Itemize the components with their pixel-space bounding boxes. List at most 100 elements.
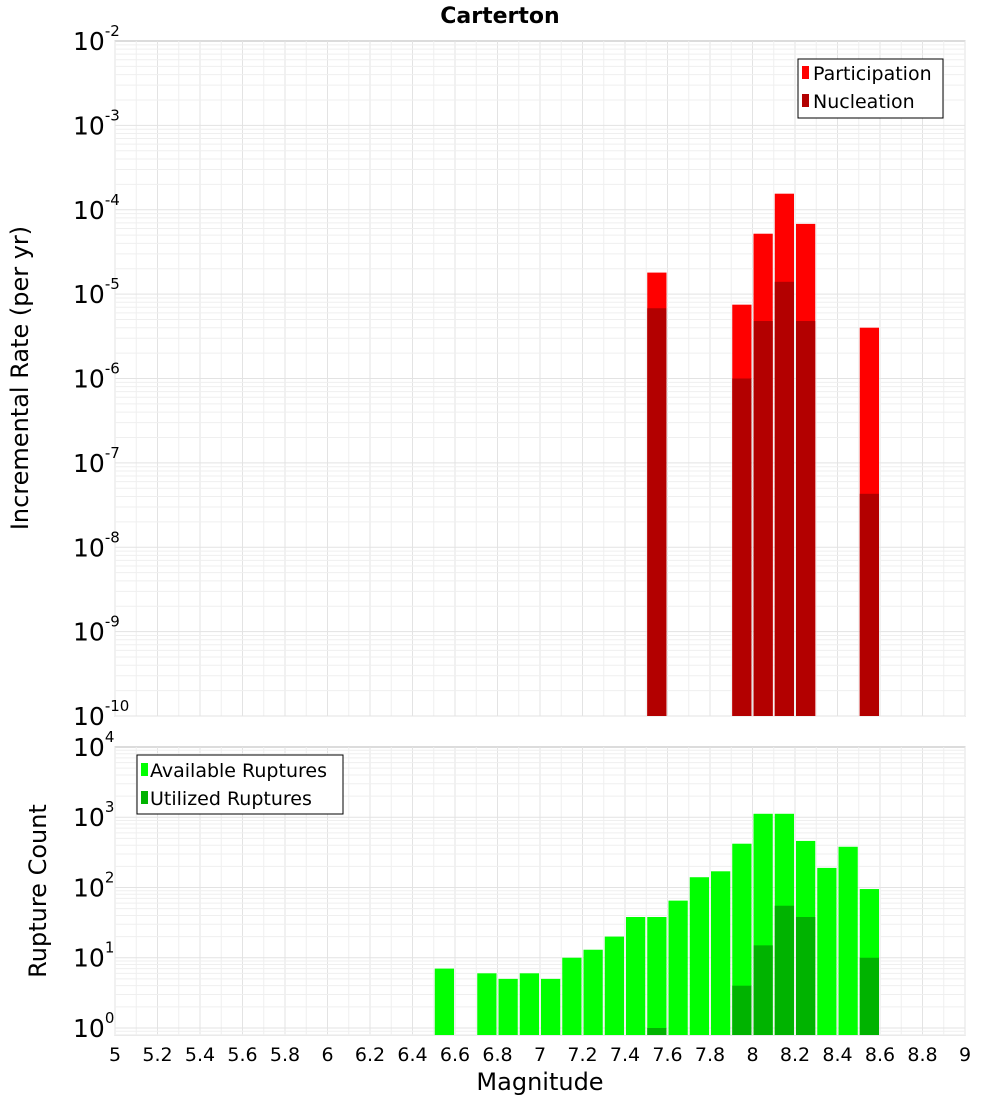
x-tick-label: 5.4 [185, 1044, 215, 1066]
top-y-tick-label: 10-6 [73, 360, 120, 394]
bottom-bar-series-2 [732, 985, 752, 1035]
bottom-y-tick-exponent: 0 [105, 1009, 115, 1027]
bottom-y-tick-exponent: 4 [105, 728, 115, 746]
x-tick-label: 5.6 [227, 1044, 257, 1066]
top-y-tick-label: 10-5 [73, 275, 120, 309]
bottom-y-tick-label: 103 [73, 798, 114, 832]
x-tick-label: 8.8 [907, 1044, 937, 1066]
bottom-bar-series-1 [604, 936, 624, 1035]
top-legend-box [797, 58, 944, 119]
legend-swatch-available [141, 763, 148, 776]
top-y-tick-exponent: -8 [105, 528, 120, 546]
x-tick-label: 7 [534, 1044, 546, 1066]
legend-label-participation: Participation [813, 63, 932, 85]
top-bar-series-2 [774, 281, 794, 716]
top-bar-series-2 [753, 321, 773, 716]
bottom-bar-series-1 [647, 917, 667, 1035]
legend-label-nucleation: Nucleation [813, 91, 915, 113]
bottom-y-tick-exponent: 2 [105, 868, 115, 886]
x-tick-label: 8 [746, 1044, 758, 1066]
x-tick-label: 6.6 [440, 1044, 470, 1066]
bottom-legend: Available Ruptures Utilized Ruptures [136, 754, 344, 815]
bottom-bar-series-1 [668, 900, 688, 1035]
bottom-bar-series-1 [541, 978, 561, 1035]
top-y-tick-exponent: -2 [105, 22, 120, 40]
top-y-tick-exponent: -3 [105, 106, 120, 124]
x-tick-label: 7.2 [567, 1044, 597, 1066]
x-tick-label: 7.8 [695, 1044, 725, 1066]
top-y-tick-label: 10-10 [73, 697, 129, 731]
top-y-tick-label: 10-4 [73, 191, 120, 225]
top-bar-series-2 [732, 378, 752, 716]
bottom-bar-series-2 [647, 1027, 667, 1035]
x-tick-label: 8.2 [780, 1044, 810, 1066]
x-tick-label: 5 [109, 1044, 121, 1066]
top-y-tick-label: 10-7 [73, 444, 120, 478]
top-y-tick-exponent: -9 [105, 613, 120, 631]
top-y-axis-label: Incremental Rate (per yr) [6, 226, 34, 530]
top-y-tick-exponent: -10 [105, 697, 130, 715]
top-bar-series-2 [859, 493, 879, 716]
x-tick-label: 9 [959, 1044, 971, 1066]
legend-label-available: Available Ruptures [150, 760, 327, 782]
bottom-bar-series-1 [689, 877, 709, 1035]
bottom-y-tick-label: 100 [73, 1009, 114, 1043]
top-y-tick-label: 10-8 [73, 528, 120, 562]
bottom-bar-series-1 [626, 917, 646, 1035]
bottom-y-tick-label: 102 [73, 868, 114, 902]
top-gridlines [114, 41, 966, 717]
bottom-bar-series-1 [477, 973, 497, 1035]
bottom-bar-series-1 [519, 973, 539, 1035]
x-tick-label: 7.4 [610, 1044, 640, 1066]
legend-swatch-participation [802, 66, 809, 79]
bottom-bar-series-2 [796, 917, 816, 1035]
top-bars [647, 193, 879, 716]
bottom-y-tick-exponent: 1 [105, 939, 115, 957]
bottom-bar-series-2 [859, 957, 879, 1035]
top-legend: Participation Nucleation [797, 58, 944, 119]
bottom-y-tick-label: 104 [73, 728, 114, 762]
bottom-bar-series-2 [753, 945, 773, 1035]
top-y-tick-exponent: -6 [105, 360, 120, 378]
x-tick-label: 5.8 [270, 1044, 300, 1066]
bottom-y-axis-label: Rupture Count [24, 804, 52, 978]
top-y-tick-label: 10-2 [73, 22, 120, 56]
bottom-bars [434, 813, 879, 1035]
top-y-tick-label: 10-9 [73, 613, 120, 647]
top-y-tick-exponent: -7 [105, 444, 120, 462]
top-y-tick-exponent: -5 [105, 275, 120, 293]
x-tick-label: 6.4 [397, 1044, 427, 1066]
bottom-legend-box [136, 754, 344, 815]
legend-label-utilized: Utilized Ruptures [150, 788, 312, 810]
participation-nucleation-panel: 10-10 10-9 10-8 10-7 10-6 10-5 10-4 10-3 10-2 In… [6, 22, 966, 731]
bottom-bar-series-1 [838, 846, 858, 1035]
bottom-bar-series-1 [711, 871, 731, 1035]
x-tick-label: 7.6 [652, 1044, 682, 1066]
top-bar-series-2 [647, 308, 667, 716]
x-tick-labels: 5 5.2 5.4 5.6 5.8 6 6.2 6.4 6.6 6.8 7 7.2 7.4 7.6 7.8 8… [109, 1044, 971, 1066]
x-axis-label: Magnitude [476, 1068, 603, 1096]
bottom-y-tick-label: 101 [73, 939, 114, 973]
legend-swatch-nucleation [802, 94, 809, 107]
bottom-bar-series-1 [817, 867, 837, 1035]
x-tick-label: 6.8 [482, 1044, 512, 1066]
x-tick-label: 5.2 [142, 1044, 172, 1066]
x-tick-label: 8.6 [865, 1044, 895, 1066]
bottom-bar-series-1 [562, 957, 582, 1035]
bottom-bar-series-2 [774, 905, 794, 1035]
x-tick-label: 6 [321, 1044, 333, 1066]
bottom-bar-series-1 [434, 968, 454, 1035]
bottom-bar-series-1 [498, 978, 518, 1035]
bottom-bar-series-1 [583, 949, 603, 1035]
x-tick-label: 8.4 [822, 1044, 852, 1066]
x-tick-label: 6.2 [355, 1044, 385, 1066]
top-bar-series-2 [796, 321, 816, 716]
top-y-tick-exponent: -4 [105, 191, 120, 209]
chart-title: Carterton [440, 4, 559, 29]
legend-swatch-utilized [141, 791, 148, 804]
bottom-y-tick-exponent: 3 [105, 798, 115, 816]
top-y-tick-label: 10-3 [73, 106, 120, 140]
